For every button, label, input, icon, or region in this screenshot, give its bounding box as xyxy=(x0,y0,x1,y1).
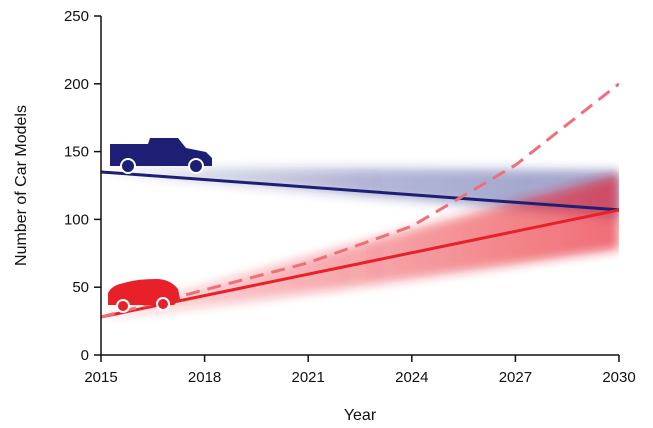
y-tick-label: 250 xyxy=(64,8,89,25)
truck-body xyxy=(110,138,212,166)
series-icons xyxy=(108,138,212,313)
x-tick-label: 2027 xyxy=(499,369,532,386)
axes: 0 50 100 150 200 250 2015 2018 2021 2024 2027 2030 xyxy=(64,8,636,386)
y-tick-label: 0 xyxy=(81,347,89,364)
x-axis-title: Year xyxy=(344,407,377,424)
y-tick-label: 100 xyxy=(64,211,89,228)
x-tick-label: 2024 xyxy=(395,369,428,386)
truck-wheel-front xyxy=(188,158,204,174)
y-tick-label: 50 xyxy=(72,279,89,296)
truck-wheel-rear xyxy=(120,158,136,174)
series-line-1 xyxy=(101,208,619,319)
x-tick-label: 2015 xyxy=(84,369,117,386)
y-axis-title: Number of Car Models xyxy=(13,105,30,266)
x-tick-label: 2030 xyxy=(602,369,635,386)
x-tick-label: 2018 xyxy=(188,369,221,386)
car-wheel-front xyxy=(156,297,170,311)
series-lines xyxy=(101,82,619,319)
y-tick-label: 150 xyxy=(64,144,89,161)
series-line-0 xyxy=(101,170,619,212)
x-tick-label: 2021 xyxy=(292,369,325,386)
y-tick-label: 200 xyxy=(64,76,89,93)
series-line-2 xyxy=(101,82,619,319)
car-wheel-rear xyxy=(116,299,130,313)
electric-car-icon xyxy=(108,279,180,313)
pickup-truck-icon xyxy=(110,138,212,174)
